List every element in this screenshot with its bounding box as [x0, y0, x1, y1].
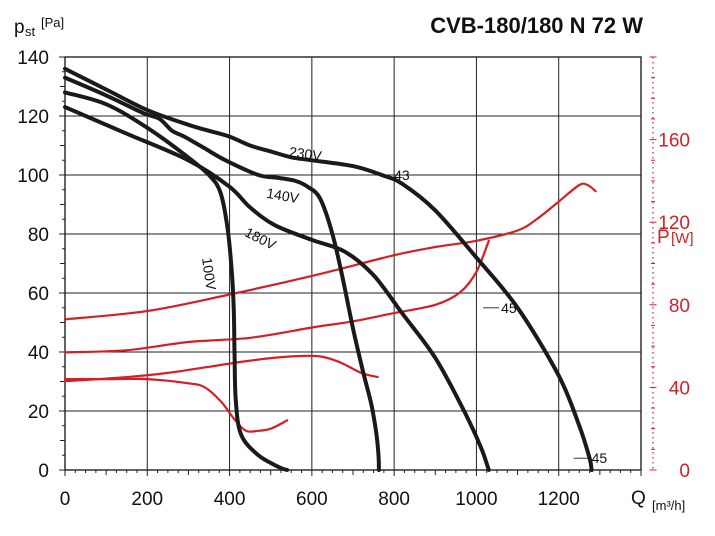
- annotation-0: 230V: [288, 143, 323, 163]
- power-curve-p-100v: [63, 377, 289, 433]
- curve-annotations: 230V 140V 180V 100V 43 45 45: [199, 143, 607, 466]
- annotation-label: 100V: [199, 256, 219, 291]
- annotation-label: 45: [592, 450, 608, 466]
- power-curve-p-230v: [63, 182, 597, 321]
- x-tick-label: 1000: [455, 489, 497, 510]
- y-left-tick-label: 0: [38, 461, 49, 482]
- y-right-tick-label: 120: [658, 213, 690, 234]
- ylabel-left-main: p: [14, 17, 25, 38]
- annotation-label: 230V: [288, 143, 323, 163]
- ylabel-left-sub: st: [25, 24, 36, 39]
- ylabel-right-unit: [W]: [671, 230, 694, 247]
- power-curve-p-140v: [63, 239, 490, 354]
- ylabel-right-main: P: [657, 227, 670, 248]
- xlabel-main: Q: [631, 488, 646, 509]
- grid: [64, 56, 642, 471]
- pressure-curve-140v: [63, 75, 381, 472]
- pressure-curve-180v: [63, 105, 491, 472]
- ylabel-left-unit: [Pa]: [41, 15, 64, 30]
- ylabel-right: P [W]: [657, 227, 694, 248]
- chart-title: CVB-180/180 N 72 W: [430, 13, 643, 38]
- y-left-tick-label: 80: [28, 225, 49, 246]
- pressure-curve-230v: [63, 66, 594, 472]
- ylabel-left: p st [Pa]: [14, 15, 64, 39]
- pressure-curves: [63, 66, 594, 472]
- y-left-tick-label: 120: [17, 107, 49, 128]
- x-tick-label: 800: [378, 489, 410, 510]
- plot-frame: [64, 56, 642, 471]
- x-tick-label: 600: [296, 489, 328, 510]
- y-right-tick-label: 80: [669, 296, 690, 317]
- y-right-tick-label: 0: [679, 461, 690, 482]
- y-left-tick-label: 100: [17, 166, 49, 187]
- x-tick-label: 200: [131, 489, 163, 510]
- annotation-4: 43: [376, 167, 410, 183]
- y-right-tick-label: 40: [669, 378, 690, 399]
- annotation-label: 45: [501, 300, 517, 316]
- annotation-1: 140V: [265, 185, 301, 207]
- annotation-3: 100V: [199, 256, 219, 291]
- y-left-tick-label: 20: [28, 402, 49, 423]
- axis-ticks: 0 200 400 600 800 1000 1200 0 20 40 60 80 100 120 140 0…: [17, 48, 690, 510]
- power-curve-p-180v: [63, 354, 379, 383]
- annotation-6: 45: [573, 450, 608, 466]
- annotation-label: 43: [394, 167, 410, 183]
- pressure-curve-100v: [63, 90, 290, 472]
- y-left-tick-label: 40: [28, 343, 49, 364]
- x-tick-label: 1200: [538, 489, 580, 510]
- y-left-tick-label: 140: [17, 48, 49, 69]
- power-curves: [63, 182, 597, 433]
- y-left-tick-label: 60: [28, 284, 49, 305]
- x-tick-label: 400: [214, 489, 246, 510]
- annotation-5: 45: [483, 300, 517, 316]
- xlabel-unit: [m³/h]: [652, 498, 685, 513]
- annotation-label: 180V: [242, 224, 279, 253]
- x-tick-label: 0: [60, 489, 71, 510]
- annotation-2: 180V: [242, 224, 279, 253]
- y-right-tick-label: 160: [658, 131, 690, 152]
- xlabel: Q [m³/h]: [631, 488, 685, 513]
- annotation-label: 140V: [265, 185, 301, 207]
